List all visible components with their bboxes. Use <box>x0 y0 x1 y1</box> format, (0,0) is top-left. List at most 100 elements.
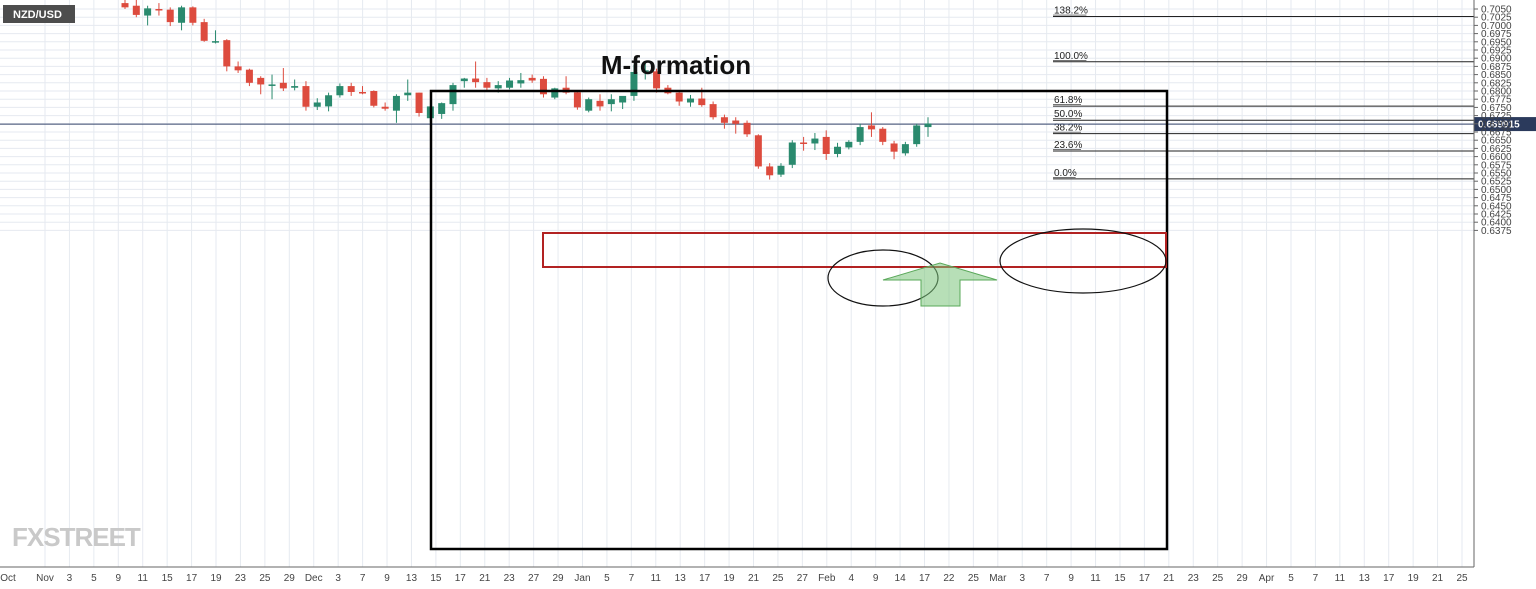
time-tick-label: 13 <box>1359 573 1371 584</box>
bearish-candle <box>234 66 242 71</box>
time-tick-label: 11 <box>1090 573 1101 584</box>
price-tick-label: 0.6550 <box>1481 169 1512 180</box>
time-tick-label: 17 <box>455 573 467 584</box>
time-axis: Oct Nov 3 5 9 11 15 17 19 23 25 29 Dec 3 7 9 13 15 17 21 23 2… <box>0 566 1474 584</box>
bearish-candle <box>347 86 355 92</box>
resistance-zone <box>542 232 1167 268</box>
bullish-candle <box>901 144 909 154</box>
time-tick-label: 22 <box>943 573 955 584</box>
price-tick-label: 0.6925 <box>1481 46 1512 57</box>
bullish-candle <box>641 70 649 72</box>
bearish-candle <box>155 9 163 11</box>
bullish-candle <box>834 146 842 154</box>
bullish-candle <box>924 123 932 128</box>
bullish-candle <box>788 142 796 165</box>
price-tick-label: 0.6675 <box>1481 128 1512 139</box>
time-tick-label: Oct <box>0 573 16 584</box>
price-tick-label: 0.6400 <box>1481 218 1512 229</box>
time-tick-label: Apr <box>1259 573 1275 584</box>
bearish-candle <box>132 5 140 15</box>
price-tick-label: 0.6475 <box>1481 193 1512 204</box>
time-tick-label: 9 <box>1068 573 1074 584</box>
price-tick-label: 0.6900 <box>1481 54 1512 65</box>
time-tick-label: Nov <box>36 573 54 584</box>
bearish-candle <box>257 77 265 85</box>
price-tick-label: 0.6525 <box>1481 177 1512 188</box>
price-tick-label: 0.6650 <box>1481 136 1512 147</box>
time-tick-label: 19 <box>724 573 736 584</box>
price-tick-label: 0.6800 <box>1481 87 1512 98</box>
time-tick-label: 13 <box>406 573 418 584</box>
price-tick-label: 0.7000 <box>1481 21 1512 32</box>
bearish-candle <box>359 91 367 94</box>
time-tick-label: 5 <box>1288 573 1294 584</box>
time-tick-label: 11 <box>138 573 149 584</box>
current-price-tag <box>1474 117 1536 132</box>
bearish-candle <box>822 136 830 154</box>
time-tick-label: 17 <box>1139 573 1151 584</box>
bullish-candle <box>268 84 276 86</box>
bearish-candle <box>596 100 604 107</box>
time-tick-label: 25 <box>968 573 980 584</box>
bearish-candle <box>121 3 129 8</box>
time-tick-label: 9 <box>873 573 879 584</box>
price-tick-label: 0.6750 <box>1481 103 1512 114</box>
bullish-candle <box>585 99 593 111</box>
bullish-candle <box>856 127 864 142</box>
bearish-candle <box>245 69 253 83</box>
time-tick-label: 11 <box>1335 573 1346 584</box>
price-tick-label: 0.6875 <box>1481 62 1512 73</box>
time-tick-label: 19 <box>1408 573 1420 584</box>
price-tick-label: 0.6600 <box>1481 152 1512 163</box>
symbol-label: NZD/USD <box>13 9 62 21</box>
bearish-candle <box>867 125 875 130</box>
time-tick-label: 25 <box>259 573 271 584</box>
fib-level-label: 23.6% <box>1054 140 1082 151</box>
time-tick-label: 25 <box>1212 573 1224 584</box>
current-price-value: 0.669915 <box>1478 120 1520 131</box>
time-tick-label: 7 <box>1313 573 1319 584</box>
time-tick-label: 23 <box>504 573 516 584</box>
bearish-candle <box>732 120 740 124</box>
bearish-candle <box>223 40 231 67</box>
bullish-candle <box>404 92 412 96</box>
m-formation-box <box>429 89 1169 551</box>
bearish-candle <box>743 122 751 135</box>
bearish-candle <box>879 128 887 142</box>
price-tick-label: 0.6375 <box>1481 226 1512 237</box>
bearish-candle <box>381 106 389 109</box>
bullish-candle <box>144 8 152 16</box>
bearish-candle <box>573 92 581 108</box>
fxstreet-logo: FXSTREET <box>12 522 141 552</box>
bullish-candle <box>313 102 321 107</box>
time-tick-label: 15 <box>1114 573 1126 584</box>
price-tick-label: 0.6850 <box>1481 70 1512 81</box>
bearish-candle <box>189 7 197 23</box>
time-tick-label: 23 <box>1188 573 1200 584</box>
time-tick-label: 3 <box>1019 573 1025 584</box>
time-tick-label: 5 <box>604 573 610 584</box>
bearish-candle <box>528 77 536 81</box>
bearish-candle <box>720 117 728 123</box>
bullish-candle <box>506 80 514 88</box>
bullish-candle <box>630 71 638 96</box>
time-tick-label: 5 <box>91 573 97 584</box>
price-tick-label: 0.6725 <box>1481 111 1512 122</box>
fib-zone-circle <box>999 228 1167 294</box>
bearish-candle <box>200 22 208 41</box>
time-tick-label: 17 <box>699 573 711 584</box>
bullish-candle <box>336 86 344 96</box>
time-tick-label: 25 <box>772 573 784 584</box>
time-tick-label: Feb <box>818 573 836 584</box>
fib-level-label: 50.0% <box>1054 109 1082 120</box>
bearish-candle <box>302 86 310 107</box>
bullish-candle <box>392 95 400 111</box>
bearish-candle <box>800 142 808 144</box>
time-tick-label: 27 <box>528 573 540 584</box>
price-tick-label: 0.6825 <box>1481 78 1512 89</box>
time-tick-label: 21 <box>479 573 491 584</box>
time-tick-label: 9 <box>384 573 390 584</box>
fib-level-label: 61.8% <box>1054 95 1082 106</box>
bullish-candle <box>686 98 694 103</box>
